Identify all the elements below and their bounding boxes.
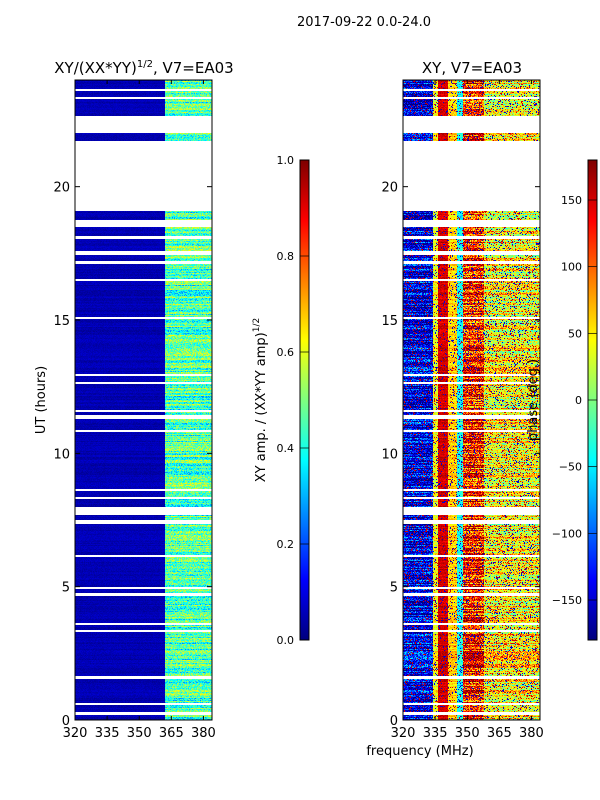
colorbar-tick-label: −50 — [559, 461, 582, 474]
phase-heatmap — [403, 80, 540, 720]
colorbar-tick-label: 0.2 — [277, 538, 295, 551]
colorbar-tick-label: 50 — [568, 327, 582, 340]
amplitude-colorbar — [300, 160, 309, 640]
phase-plot-title: XY, V7=EA03 — [422, 59, 522, 77]
x-tick-label: 350 — [455, 726, 480, 741]
colorbar-tick-label: −150 — [552, 594, 582, 607]
x-tick-label: 350 — [127, 726, 152, 741]
y-tick-label: 5 — [62, 581, 70, 596]
phase-colorbar-label: phase (deg.) — [526, 359, 541, 441]
y-tick-label: 0 — [390, 714, 398, 729]
colorbar-tick-label: 0 — [575, 394, 582, 407]
amplitude-colorbar-label: XY amp. / (XX*YY amp)1/2 — [252, 318, 269, 482]
x-tick-label: 380 — [191, 726, 216, 741]
colorbar-tick-label: 0.8 — [277, 250, 295, 263]
colorbar-tick-label: 100 — [561, 261, 582, 274]
colorbar-tick-label: 0.4 — [277, 442, 295, 455]
x-tick-label: 380 — [519, 726, 544, 741]
plot-frame — [74, 79, 213, 721]
y-tick-label: 20 — [381, 181, 398, 196]
x-tick-label: 335 — [95, 726, 120, 741]
colorbar-tick-label: 0.6 — [277, 346, 295, 359]
x-axis-label: frequency (MHz) — [366, 744, 473, 759]
y-tick-label: 5 — [390, 581, 398, 596]
y-tick-label: 10 — [53, 447, 70, 462]
y-tick-label: 10 — [381, 447, 398, 462]
x-tick-label: 320 — [63, 726, 88, 741]
amplitude-plot-title: XY/(XX*YY)1/2, V7=EA03 — [54, 59, 233, 77]
y-tick-label: 0 — [62, 714, 70, 729]
x-tick-label: 365 — [487, 726, 512, 741]
colorbar-frame — [299, 159, 310, 641]
x-tick-label: 365 — [159, 726, 184, 741]
y-axis-label: UT (hours) — [34, 366, 49, 434]
colorbar-tick-label: −100 — [552, 527, 582, 540]
amplitude-heatmap — [75, 80, 212, 720]
colorbar-tick-label: 0.0 — [277, 634, 295, 647]
y-tick-label: 20 — [53, 181, 70, 196]
plot-frame — [402, 79, 541, 721]
y-tick-label: 15 — [53, 314, 70, 329]
x-tick-label: 335 — [423, 726, 448, 741]
colorbar-tick-label: 1.0 — [277, 154, 295, 167]
colorbar-tick-label: 150 — [561, 194, 582, 207]
y-tick-label: 15 — [381, 314, 398, 329]
x-tick-label: 320 — [391, 726, 416, 741]
figure-title: 2017-09-22 0.0-24.0 — [297, 15, 431, 30]
